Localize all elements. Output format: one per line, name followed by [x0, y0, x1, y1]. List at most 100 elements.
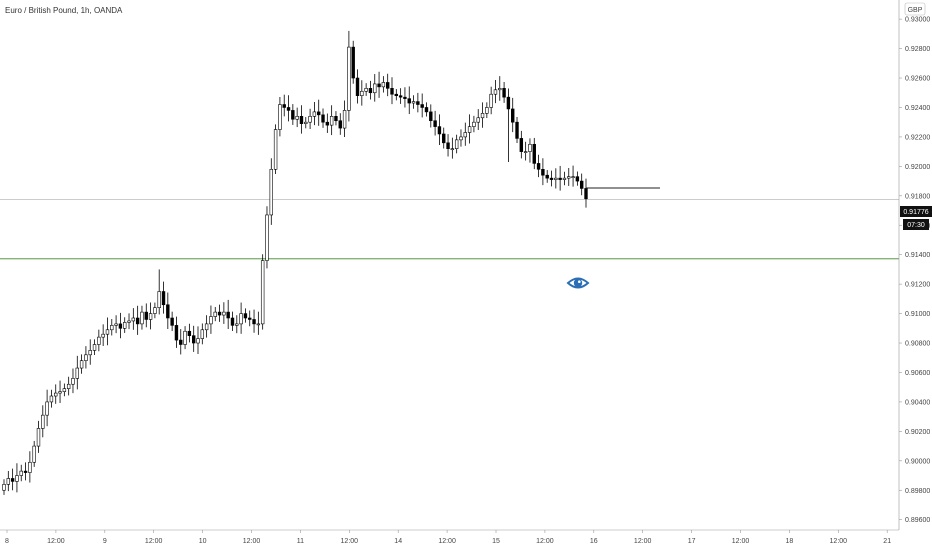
candle-body	[403, 96, 407, 99]
time-tick-label: 12:00	[47, 538, 65, 545]
candle-body	[511, 108, 515, 123]
candle-body	[338, 120, 342, 129]
candle-body	[506, 96, 511, 110]
candle-body	[416, 101, 420, 105]
candle-body	[217, 311, 222, 316]
price-tick-label: 0.90000	[905, 458, 930, 465]
candle-body	[519, 138, 524, 152]
time-tick-label: 12:00	[438, 538, 456, 545]
candle-body	[79, 360, 84, 369]
candle-body	[562, 177, 567, 180]
candle-body	[157, 291, 161, 308]
candle-body	[265, 214, 269, 261]
price-tick-label: 0.93000	[905, 17, 930, 24]
candle-body	[407, 98, 411, 104]
candle-body	[32, 445, 36, 463]
candle-body	[549, 177, 554, 180]
currency-badge[interactable]	[904, 2, 926, 16]
candle-body	[187, 330, 192, 336]
candle-body	[144, 311, 148, 320]
candle-body	[10, 478, 15, 482]
candle-body	[101, 333, 105, 338]
candle-body	[385, 82, 390, 89]
time-tick-label: 12:00	[341, 538, 359, 545]
candle-body	[2, 484, 6, 491]
candle-body	[355, 77, 360, 96]
price-axis[interactable]: 0.93000 0.92800 0.92600 0.92400 0.92200 0.920…	[899, 17, 930, 525]
candle-body	[493, 89, 498, 95]
candle-body	[88, 350, 92, 356]
candle-body	[248, 317, 252, 320]
candle-body	[256, 323, 261, 326]
time-tick-label: 15	[492, 538, 500, 545]
candle-body	[377, 83, 381, 88]
price-tick-label: 0.90200	[905, 429, 930, 436]
time-tick-label: 11	[297, 538, 304, 545]
candle-body	[489, 93, 493, 108]
candle-body	[571, 176, 575, 178]
candle-body	[131, 317, 136, 322]
candle-body	[260, 260, 265, 325]
candle-body	[579, 180, 584, 189]
candle-body	[230, 317, 235, 326]
price-tick-label: 0.89600	[905, 517, 930, 524]
candle-body	[209, 316, 213, 325]
eye-icon[interactable]	[566, 277, 590, 289]
candle-body	[295, 116, 299, 120]
candle-body	[41, 414, 45, 429]
time-tick-label: 21	[883, 538, 891, 545]
time-tick-label: 17	[688, 538, 696, 545]
candle-body	[364, 88, 368, 92]
candle-body	[114, 323, 118, 326]
candle-body	[226, 311, 230, 319]
candle-body	[420, 104, 424, 108]
candle-body	[58, 391, 62, 394]
candle-body	[368, 88, 373, 94]
candle-body	[381, 82, 386, 88]
candle-body	[411, 101, 416, 104]
candle-body	[49, 395, 54, 403]
current-price-tag	[900, 206, 932, 217]
candle-body	[118, 323, 123, 329]
price-tick-label: 0.92000	[905, 164, 930, 171]
candle-body	[140, 311, 144, 325]
candle-body	[252, 319, 256, 325]
candle-body	[28, 461, 32, 473]
candle-body	[105, 329, 110, 335]
candle-body	[71, 378, 75, 385]
candle-body	[325, 121, 330, 126]
candle-body	[66, 383, 71, 389]
candle-body	[196, 338, 200, 344]
candle-body	[174, 325, 179, 341]
candle-body	[498, 88, 502, 91]
candle-body	[222, 311, 226, 316]
time-tick-label: 12:00	[145, 538, 163, 545]
candle-body	[321, 114, 325, 123]
candle-body	[127, 320, 131, 323]
candle-body	[463, 132, 467, 138]
candle-body	[329, 116, 334, 126]
time-tick-label: 12:00	[830, 538, 848, 545]
candle-body	[278, 104, 282, 130]
price-tick-label: 0.90800	[905, 341, 930, 348]
candle-body	[286, 107, 291, 111]
candle-body	[558, 177, 562, 180]
price-tick-label: 0.91200	[905, 282, 930, 289]
candle-body	[135, 317, 140, 325]
candle-body	[536, 163, 541, 170]
price-tick-label: 0.90400	[905, 399, 930, 406]
candle-body	[545, 174, 549, 179]
candle-body	[161, 291, 166, 306]
candle-body	[476, 117, 480, 123]
time-axis[interactable]: 8 12:00 9 12:00 10 12:00 11 12:00 14 12:00 15 12:00…	[5, 530, 891, 545]
candle-body	[166, 304, 170, 319]
candle-body	[459, 136, 463, 141]
candle-body	[390, 88, 394, 95]
candle-body	[213, 311, 217, 317]
candle-body	[523, 151, 528, 153]
candle-body	[19, 470, 23, 476]
price-tick-label: 0.91800	[905, 193, 930, 200]
candle-body	[450, 148, 455, 150]
candle-body	[502, 88, 506, 98]
